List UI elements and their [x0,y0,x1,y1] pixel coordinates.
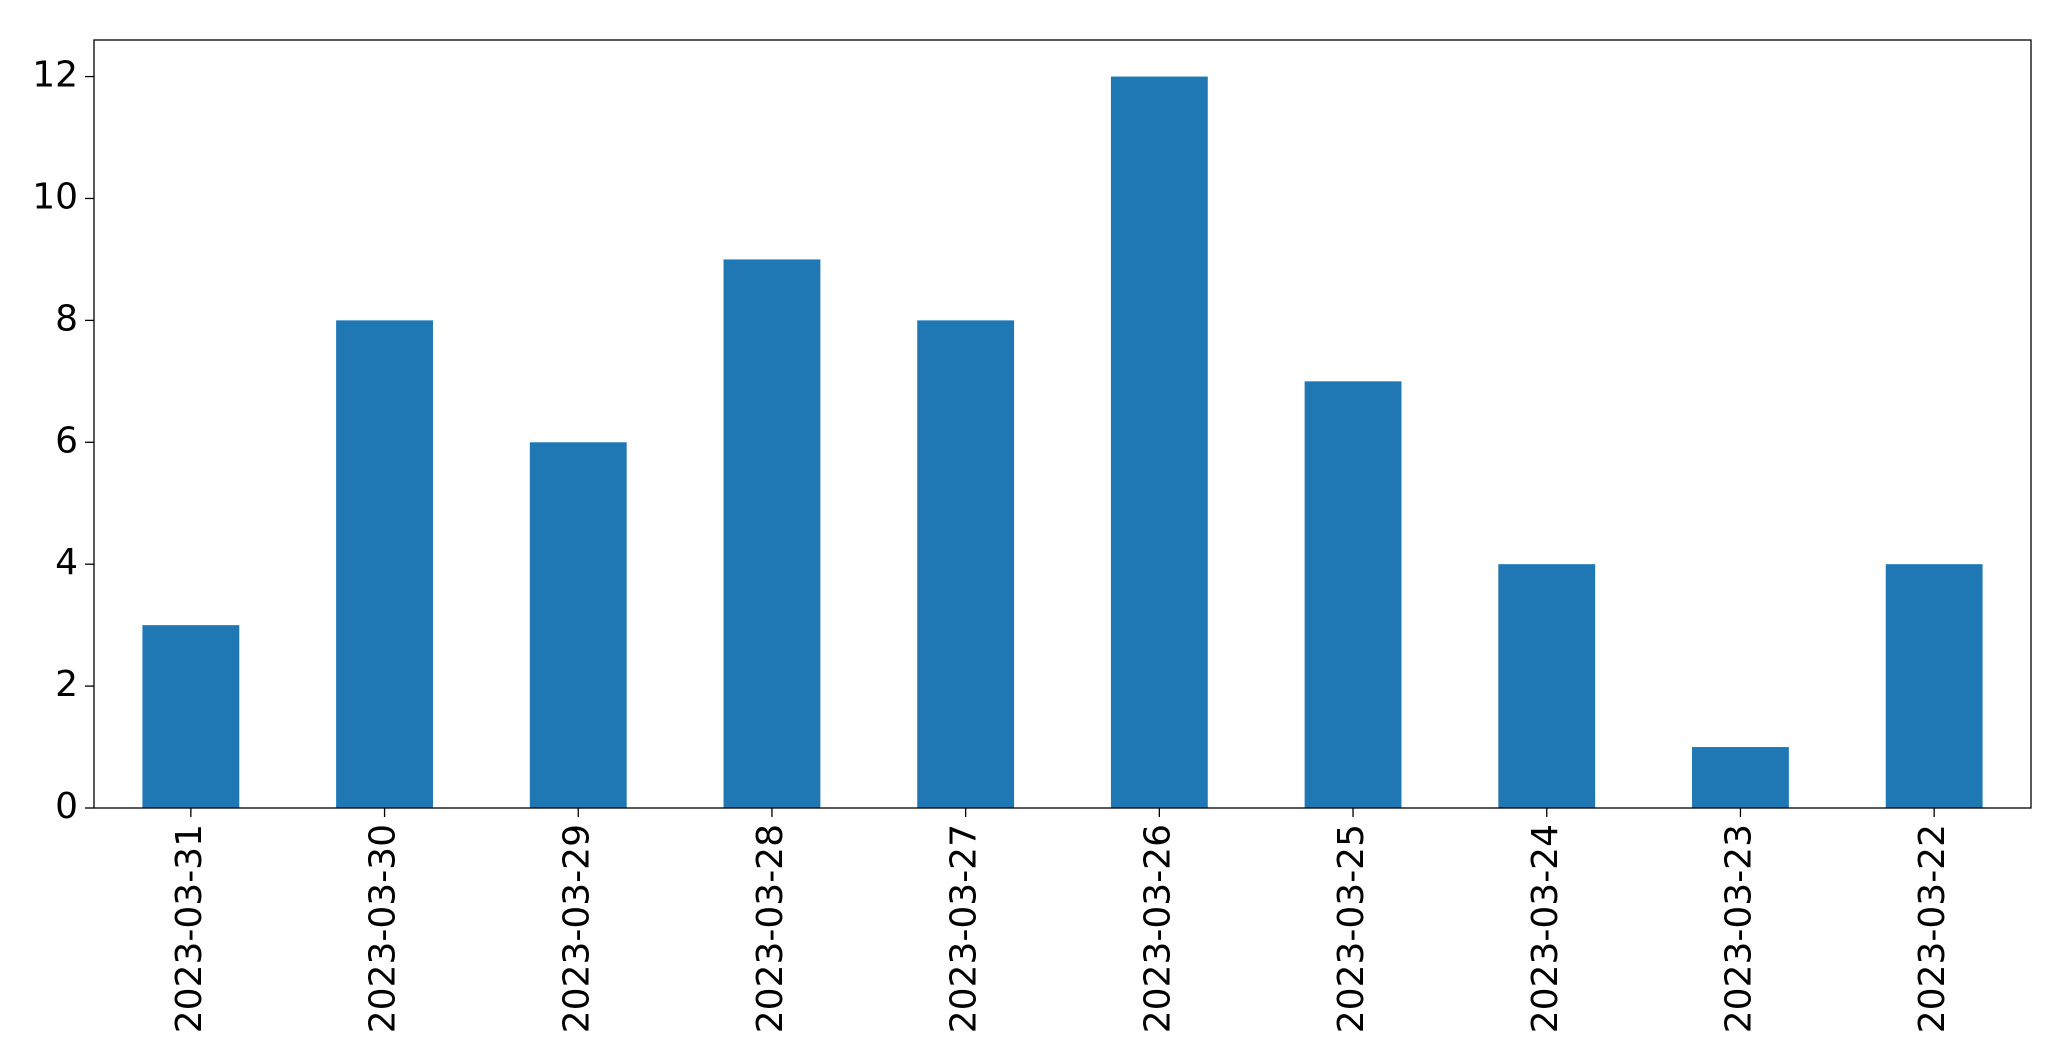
bar [1498,564,1596,808]
x-tick-label: 2023-03-25 [1331,824,1372,1033]
x-tick-label: 2023-03-24 [1525,824,1566,1033]
plot-frame [93,39,2032,809]
x-tick-label: 2023-03-28 [750,824,791,1033]
bar [1692,747,1789,808]
bar [336,320,433,808]
y-tick-label: 8 [55,298,78,339]
x-tick-label: 2023-03-27 [944,824,985,1033]
y-tick-label: 10 [32,176,78,217]
bar [917,320,1015,808]
x-tick-label: 2023-03-26 [1137,824,1178,1033]
x-tick-label: 2023-03-30 [363,824,404,1033]
bar [1110,76,1208,809]
x-tick-label: 2023-03-31 [169,824,210,1033]
y-tick-label: 6 [55,420,78,461]
bar [142,625,240,808]
y-tick-label: 0 [55,786,78,827]
x-tick-label: 2023-03-23 [1718,824,1759,1033]
x-tick-label: 2023-03-29 [556,824,597,1033]
y-tick-label: 12 [32,55,78,96]
bar [529,442,627,808]
bar [1304,381,1402,808]
y-tick-label: 4 [55,542,78,583]
bar [1885,564,1983,808]
y-tick-label: 2 [55,664,78,705]
bar [723,259,821,808]
x-tick-label: 2023-03-22 [1912,824,1953,1033]
